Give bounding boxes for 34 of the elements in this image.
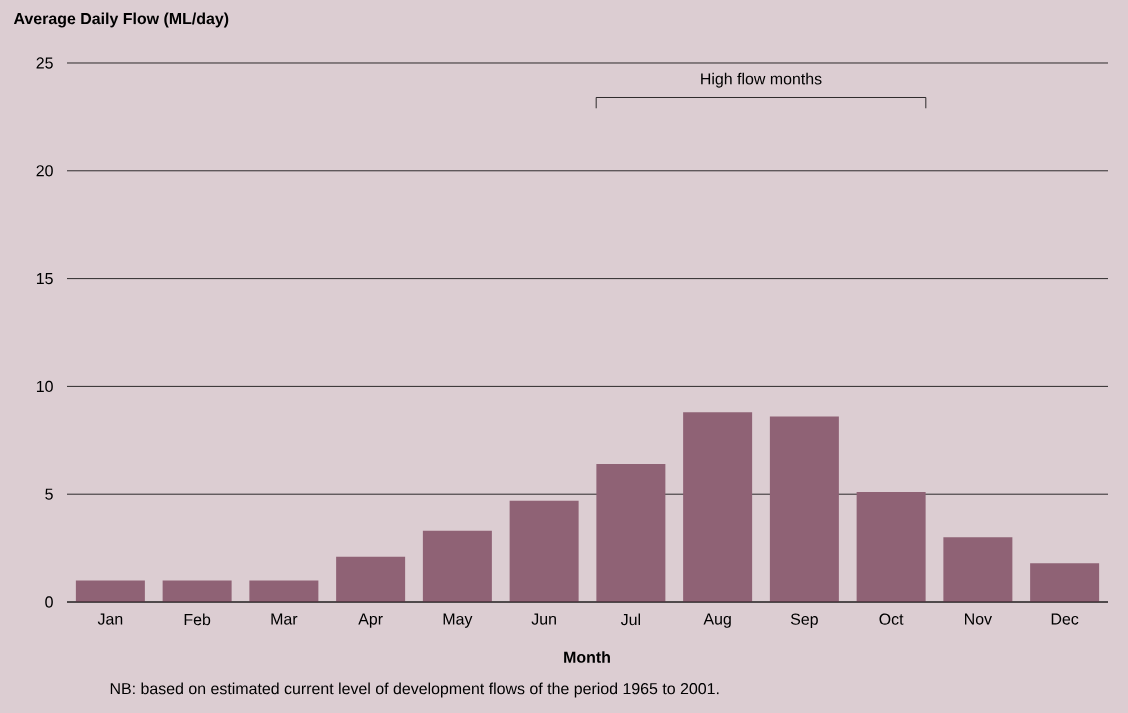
annotation: High flow months (701, 72, 822, 88)
bar (856, 492, 926, 602)
x-axis-title: Month (564, 651, 610, 663)
text: NB: based on estimated current level of development flows of the period 1965 to 2001. (110, 682, 719, 698)
y-tick-label: 20 (36, 165, 53, 177)
y-axis-title: Average Daily Flow (ML/day) (13, 12, 229, 28)
y-tick-label: 5 (45, 488, 53, 500)
x-tick-label: Apr (358, 613, 383, 628)
bar (422, 530, 492, 602)
x-tick-label: Dec (1051, 613, 1079, 625)
bar (509, 500, 579, 602)
bar (683, 412, 753, 602)
x-tick-label: Nov (965, 613, 992, 625)
bar (1030, 563, 1100, 602)
bar (943, 537, 1013, 602)
x-tick-label: Mar (271, 613, 298, 625)
bar (75, 580, 145, 602)
x-tick-label: Jun (531, 613, 556, 625)
x-tick-label: Jul (620, 613, 640, 626)
x-tick-label: Sep (790, 613, 818, 628)
bar (596, 464, 666, 602)
bar (249, 580, 319, 602)
y-tick-label: 0 (45, 596, 53, 608)
x-tick-label: Oct (879, 613, 904, 625)
x-tick-label: Feb (184, 613, 211, 626)
bar (336, 556, 406, 602)
y-tick-label: 25 (36, 57, 53, 69)
x-tick-label: Aug (703, 613, 731, 628)
y-tick-label: 10 (36, 380, 53, 393)
bar (769, 416, 839, 602)
x-tick-label: May (443, 613, 473, 628)
y-tick-label: 15 (36, 273, 53, 285)
x-tick-label: Jan (97, 613, 123, 625)
bar (162, 580, 232, 602)
